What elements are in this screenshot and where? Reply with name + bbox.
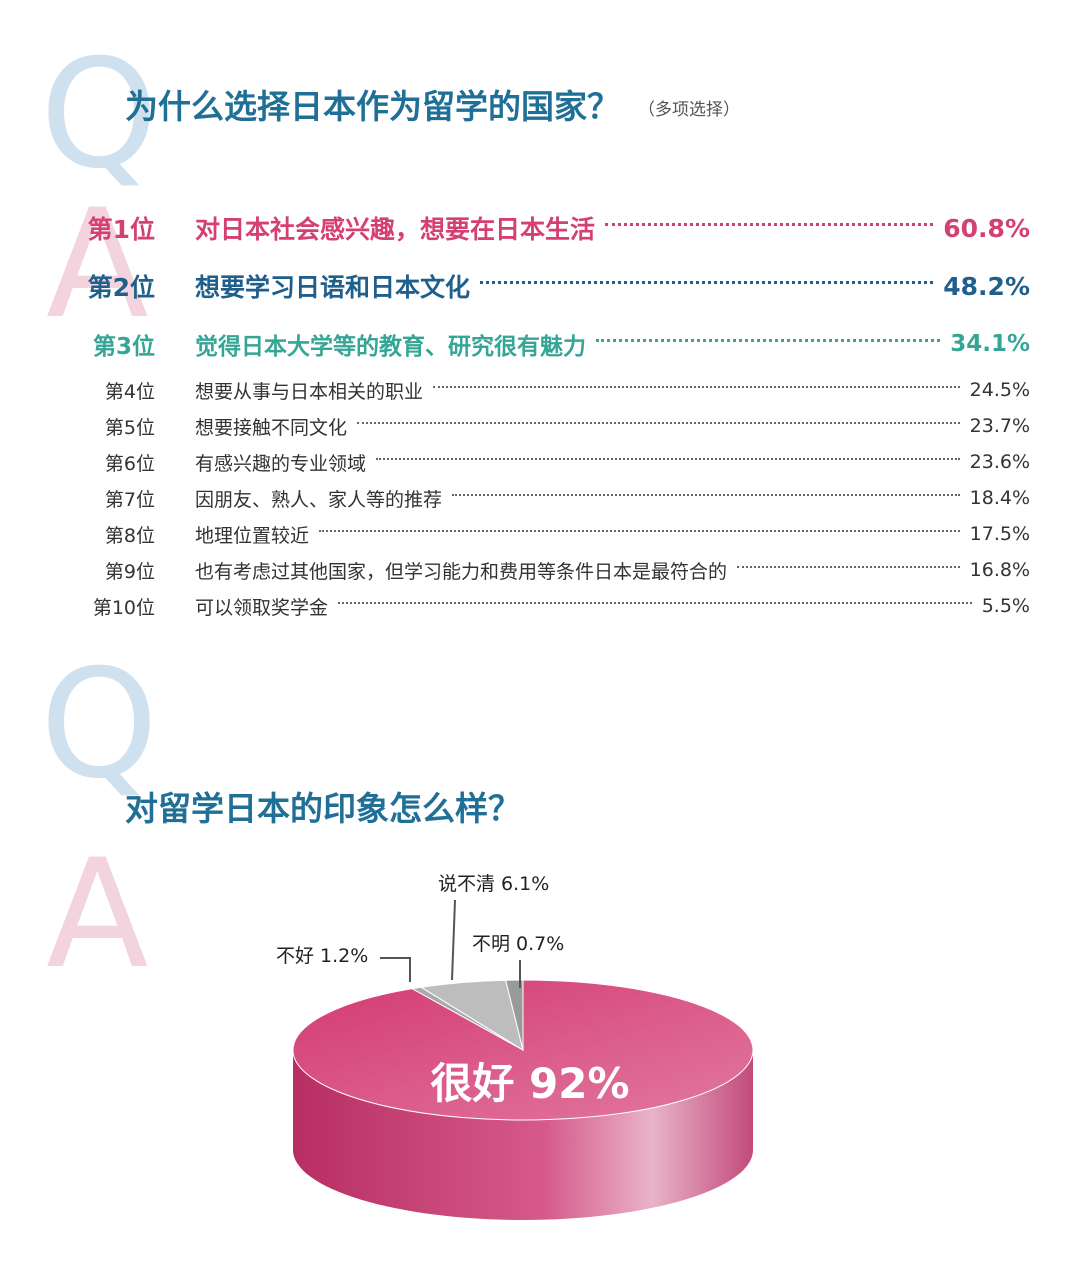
ranking-row: 第10位 可以领取奖学金 5.5% bbox=[0, 591, 1080, 621]
rank-position: 第4位 bbox=[104, 380, 155, 403]
a-letter-decoration: A bbox=[46, 178, 149, 352]
rank-reason: 想要从事与日本相关的职业 bbox=[195, 380, 424, 403]
rank-value: 17.5% bbox=[969, 523, 1030, 545]
leader-dots bbox=[605, 222, 934, 226]
leader-dots bbox=[737, 566, 960, 568]
ranking-row: 第6位 有感兴趣的专业领域 23.6% bbox=[0, 447, 1080, 477]
q-letter-decoration: Q bbox=[40, 28, 159, 202]
rank-value: 60.8% bbox=[943, 213, 1030, 243]
rank-value: 23.6% bbox=[969, 451, 1030, 473]
rank-reason: 因朋友、熟人、家人等的推荐 bbox=[195, 488, 443, 511]
rank-reason: 想要接触不同文化 bbox=[195, 416, 348, 439]
pie-leader-line bbox=[451, 899, 456, 981]
rank-position: 第1位 bbox=[87, 215, 155, 244]
question-1-note: （多项选择） bbox=[638, 100, 740, 120]
rank-reason: 也有考虑过其他国家，但学习能力和费用等条件日本是最符合的 bbox=[195, 560, 728, 583]
rank-position: 第9位 bbox=[104, 560, 155, 583]
rank-reason: 想要学习日语和日本文化 bbox=[195, 273, 471, 302]
question-2-title: 对留学日本的印象怎么样？ bbox=[125, 789, 521, 828]
leader-dots bbox=[433, 386, 960, 388]
leader-dots bbox=[338, 602, 972, 604]
pie-label-good: 很好 92% bbox=[430, 1059, 629, 1108]
ranking-row: 第4位 想要从事与日本相关的职业 24.5% bbox=[0, 375, 1080, 405]
leader-dots bbox=[452, 494, 960, 496]
rank-reason: 觉得日本大学等的教育、研究很有魅力 bbox=[195, 334, 586, 360]
impression-pie-chart: 很好 92% 不明 0.7% 说不清 6.1% 不好 1.2% bbox=[276, 873, 754, 1220]
rank-value: 24.5% bbox=[969, 379, 1030, 401]
rank-position: 第10位 bbox=[92, 596, 155, 619]
pie-label-1: 不明 0.7% bbox=[472, 933, 564, 955]
rank-reason: 可以领取奖学金 bbox=[195, 596, 329, 619]
rank-position: 第2位 bbox=[87, 273, 155, 302]
rank-position: 第7位 bbox=[104, 488, 155, 511]
ranking-row: 第8位 地理位置较近 17.5% bbox=[0, 519, 1080, 549]
leader-dots bbox=[596, 338, 941, 342]
question-1-text: 为什么选择日本作为留学的国家？ bbox=[125, 87, 620, 126]
ranking-row: 第5位 想要接触不同文化 23.7% bbox=[0, 411, 1080, 441]
rank-value: 23.7% bbox=[969, 415, 1030, 437]
pie-label-2: 说不清 6.1% bbox=[438, 873, 549, 895]
rank-reason: 有感兴趣的专业领域 bbox=[195, 452, 367, 475]
leader-dots bbox=[357, 422, 960, 424]
pie-leader-line bbox=[380, 957, 411, 982]
pie-side bbox=[293, 1050, 753, 1220]
q-letter-decoration: Q bbox=[40, 638, 159, 812]
leader-dots bbox=[319, 530, 960, 532]
ranking-row: 第7位 因朋友、熟人、家人等的推荐 18.4% bbox=[0, 483, 1080, 513]
rank-position: 第3位 bbox=[92, 334, 155, 360]
ranking-row: 第9位 也有考虑过其他国家，但学习能力和费用等条件日本是最符合的 16.8% bbox=[0, 555, 1080, 585]
rank-value: 48.2% bbox=[943, 271, 1030, 301]
rank-reason: 地理位置较近 bbox=[195, 524, 310, 547]
ranking-row: 第2位 想要学习日语和日本文化 48.2% bbox=[0, 266, 1080, 306]
pie-slice-other bbox=[505, 979, 524, 1051]
rank-position: 第6位 bbox=[104, 452, 155, 475]
pie-label-3: 不好 1.2% bbox=[276, 945, 368, 967]
question-1-title: 为什么选择日本作为留学的国家？ （多项选择） bbox=[125, 80, 740, 128]
rank-position: 第8位 bbox=[104, 524, 155, 547]
rank-value: 18.4% bbox=[969, 487, 1030, 509]
rank-position: 第5位 bbox=[104, 416, 155, 439]
rank-value: 5.5% bbox=[981, 595, 1030, 617]
rank-reason: 对日本社会感兴趣，想要在日本生活 bbox=[195, 215, 596, 244]
rank-value: 16.8% bbox=[969, 559, 1030, 581]
ranking-row: 第1位 对日本社会感兴趣，想要在日本生活 60.8% bbox=[0, 208, 1080, 248]
leader-dots bbox=[480, 280, 934, 284]
a-letter-decoration: A bbox=[46, 828, 149, 1002]
rank-value: 34.1% bbox=[950, 331, 1030, 357]
ranking-row: 第3位 觉得日本大学等的教育、研究很有魅力 34.1% bbox=[0, 324, 1080, 364]
leader-dots bbox=[376, 458, 960, 460]
